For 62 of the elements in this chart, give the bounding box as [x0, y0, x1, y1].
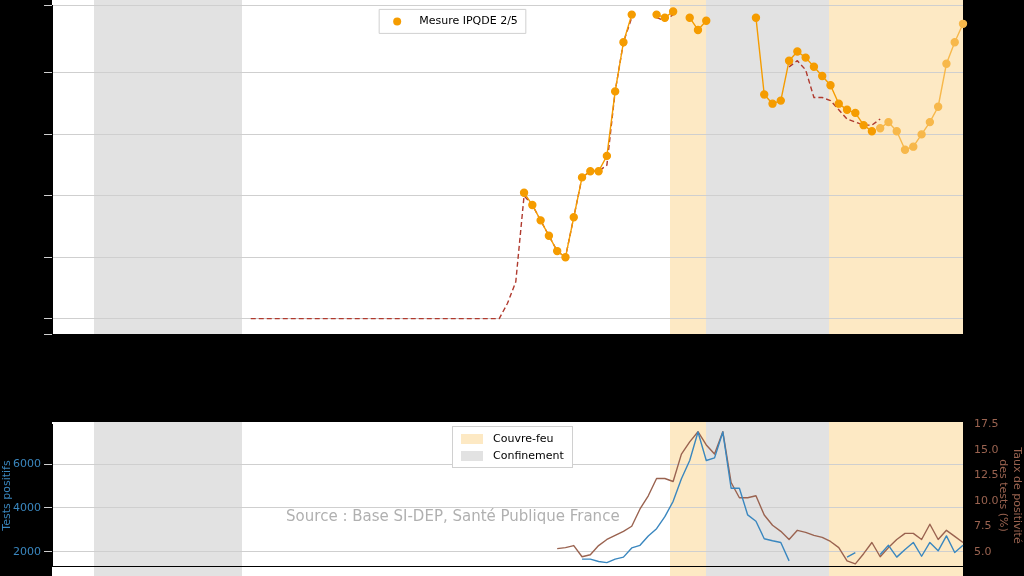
point [768, 99, 777, 108]
point [892, 127, 901, 136]
point [652, 10, 661, 19]
point [818, 71, 827, 81]
point [519, 188, 529, 197]
point [577, 173, 587, 182]
point [561, 253, 570, 262]
point [619, 38, 628, 47]
point [702, 16, 711, 25]
annotation: Source : Base SI-DEP, Santé Publique France [286, 507, 620, 526]
y2-tick-label: 15.0 [974, 442, 999, 456]
point [528, 200, 537, 210]
point [867, 127, 877, 136]
point [751, 13, 761, 22]
point [660, 13, 670, 22]
legend-box: Couvre-feu Confinement [452, 426, 573, 468]
y2-tick-label: 17.5 [974, 417, 999, 431]
point [884, 117, 893, 127]
point [826, 81, 835, 90]
point [776, 96, 785, 105]
point [536, 216, 545, 225]
point [900, 145, 910, 154]
point [875, 124, 885, 133]
point [917, 130, 926, 139]
point [760, 90, 769, 99]
point [552, 246, 562, 256]
point [801, 53, 810, 62]
y-tick-label: 2000 [13, 544, 41, 558]
point [950, 38, 959, 47]
y-tick-label: 6000 [13, 457, 41, 471]
y2-axis-title: Taux de positivité des tests (%) [997, 446, 1024, 544]
legend-label: Mesure IPQDE 2/5 [419, 14, 518, 28]
point [668, 7, 678, 16]
point [544, 231, 554, 240]
point [586, 167, 595, 176]
point [685, 13, 694, 22]
point [834, 99, 843, 108]
y2-tick-label: 12.5 [974, 468, 999, 482]
annotation: Confinement [493, 449, 564, 462]
point [851, 108, 860, 118]
y-axis-title: Tests positifs [0, 460, 14, 532]
point [569, 213, 578, 222]
point [594, 167, 603, 176]
point [958, 19, 968, 29]
y-tick-label: 4000 [13, 500, 41, 514]
point [925, 117, 935, 127]
point [610, 87, 620, 96]
annotation: Couvre-feu [493, 432, 554, 445]
point [627, 10, 636, 19]
point [933, 102, 943, 111]
point [793, 47, 802, 56]
point [693, 25, 703, 35]
point [909, 142, 918, 151]
y2-tick-label: 7.5 [974, 519, 992, 533]
point [784, 56, 794, 65]
point [942, 59, 951, 68]
point [602, 151, 612, 161]
point [809, 62, 819, 72]
y2-tick-label: 5.0 [974, 544, 992, 558]
point [842, 105, 852, 115]
y2-tick-label: 10.0 [974, 493, 999, 507]
point [859, 120, 868, 130]
